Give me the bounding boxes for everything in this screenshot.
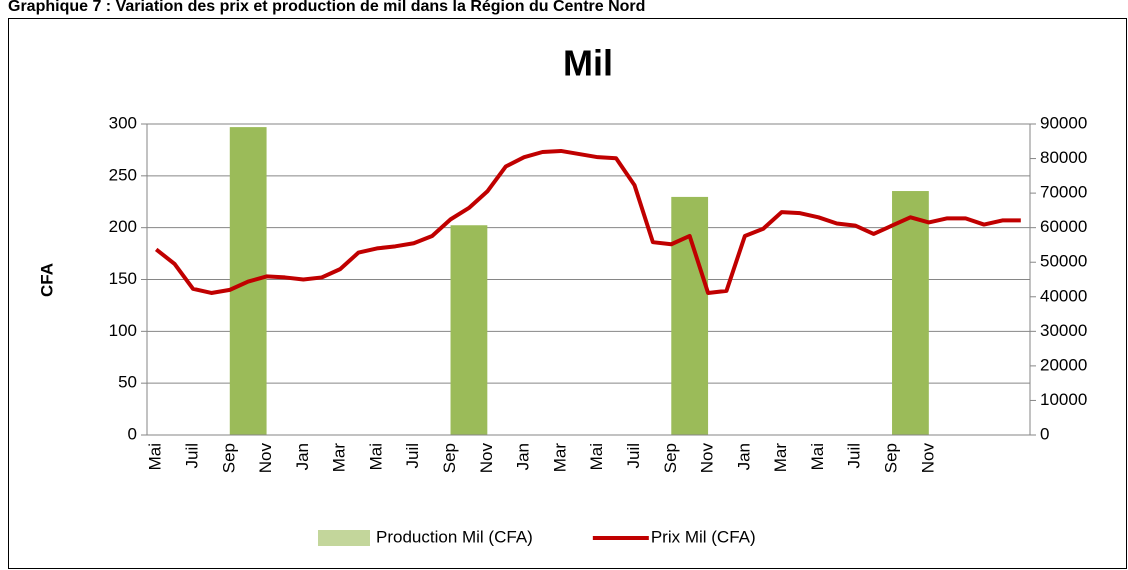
- y2-tick-label: 30000: [1040, 321, 1087, 340]
- chart-border: [8, 18, 1127, 569]
- x-tick-label: Nov: [477, 443, 496, 474]
- x-tick-label: Jan: [514, 443, 533, 470]
- y-tick-label: 100: [109, 321, 137, 340]
- x-tick-label: Sep: [661, 443, 680, 473]
- x-tick-label: Sep: [440, 443, 459, 473]
- y-tick-label: 250: [109, 165, 137, 184]
- x-tick-label: Juil: [845, 443, 864, 469]
- line: [154, 148, 1021, 295]
- y-tick-label: 150: [109, 269, 137, 288]
- y-axis-label: CFA: [37, 263, 56, 297]
- x-tick-label: Jan: [734, 443, 753, 470]
- y-tick-label: 50: [118, 373, 137, 392]
- bar: [892, 191, 929, 435]
- y-tick-label: 300: [109, 113, 137, 132]
- x-tick-label: Nov: [918, 443, 937, 474]
- x-tick-label: Juil: [182, 443, 201, 469]
- y2-tick-label: 50000: [1040, 252, 1087, 271]
- x-tick-label: Mar: [330, 443, 349, 473]
- bar: [671, 196, 709, 435]
- x-tick-label: Mai: [808, 443, 827, 470]
- x-tick-label: Nov: [256, 443, 275, 474]
- y-tick-label: 0: [128, 424, 137, 443]
- y2-tick-label: 70000: [1040, 183, 1087, 202]
- y2-tick-label: 60000: [1040, 217, 1087, 236]
- y2-tick-label: 0: [1040, 424, 1049, 443]
- bar: [450, 225, 488, 435]
- x-tick-label: Sep: [882, 443, 901, 473]
- y2-tick-label: 10000: [1040, 390, 1087, 409]
- x-tick-label: Jan: [293, 443, 312, 470]
- legend-label: Prix Mil (CFA): [651, 527, 756, 546]
- x-tick-label: Nov: [698, 443, 717, 474]
- y2-tick-label: 90000: [1040, 113, 1087, 132]
- x-tick-label: Sep: [219, 443, 238, 473]
- x-tick-label: Juil: [624, 443, 643, 469]
- legend-swatch: [318, 530, 370, 546]
- x-tick-label: Mar: [550, 443, 569, 473]
- y2-tick-label: 20000: [1040, 355, 1087, 374]
- x-tick-label: Mai: [366, 443, 385, 470]
- x-tick-label: Mai: [587, 443, 606, 470]
- x-tick-label: Mai: [146, 443, 165, 470]
- y2-tick-label: 80000: [1040, 148, 1087, 167]
- header: Graphique 7 : Variation des prix et prod…: [8, 0, 645, 15]
- chart-title: Mil: [563, 43, 613, 84]
- y2-tick-label: 40000: [1040, 286, 1087, 305]
- x-tick-label: Mar: [771, 443, 790, 473]
- y-tick-label: 200: [109, 217, 137, 236]
- legend-label: Production Mil (CFA): [376, 527, 533, 546]
- x-tick-label: Juil: [403, 443, 422, 469]
